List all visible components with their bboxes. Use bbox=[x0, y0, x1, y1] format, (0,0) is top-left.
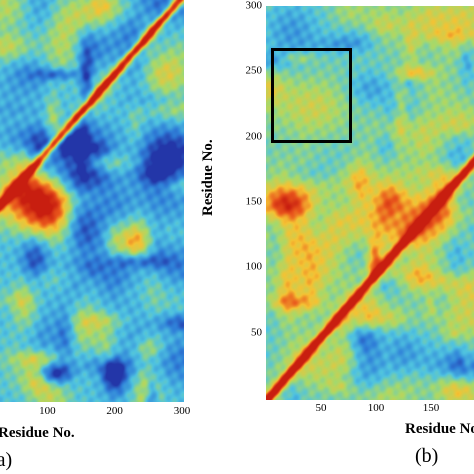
x-tick-label-b: 50 bbox=[315, 402, 327, 414]
heatmap-b-canvas bbox=[266, 6, 474, 400]
highlight-box bbox=[271, 48, 352, 143]
heatmap-panel-a bbox=[0, 0, 184, 402]
x-tick-label-b: 100 bbox=[367, 402, 385, 414]
y-tick-label-b: 200 bbox=[245, 130, 263, 143]
y-tick-label-b: 250 bbox=[245, 64, 263, 77]
y-tick-label-b: 150 bbox=[245, 195, 263, 208]
heatmap-panel-b bbox=[266, 6, 474, 400]
x-axis-title-b: Residue No. bbox=[405, 421, 474, 437]
x-tick-label-a: 200 bbox=[106, 405, 123, 417]
y-axis-title-b: Residue No. bbox=[200, 139, 216, 216]
x-tick-label-b: 150 bbox=[422, 402, 440, 414]
y-tick-label-b: 50 bbox=[251, 326, 262, 339]
heatmap-a-canvas bbox=[0, 0, 184, 402]
panel-label-b: (b) bbox=[415, 445, 439, 467]
x-tick-label-a: 100 bbox=[39, 405, 56, 417]
y-tick-label-b: 300 bbox=[245, 0, 263, 12]
x-tick-label-a: 300 bbox=[173, 405, 191, 417]
panel-label-a: (a) bbox=[0, 449, 13, 471]
x-axis-title-a: Residue No. bbox=[0, 425, 75, 441]
y-tick-label-b: 100 bbox=[245, 260, 263, 273]
